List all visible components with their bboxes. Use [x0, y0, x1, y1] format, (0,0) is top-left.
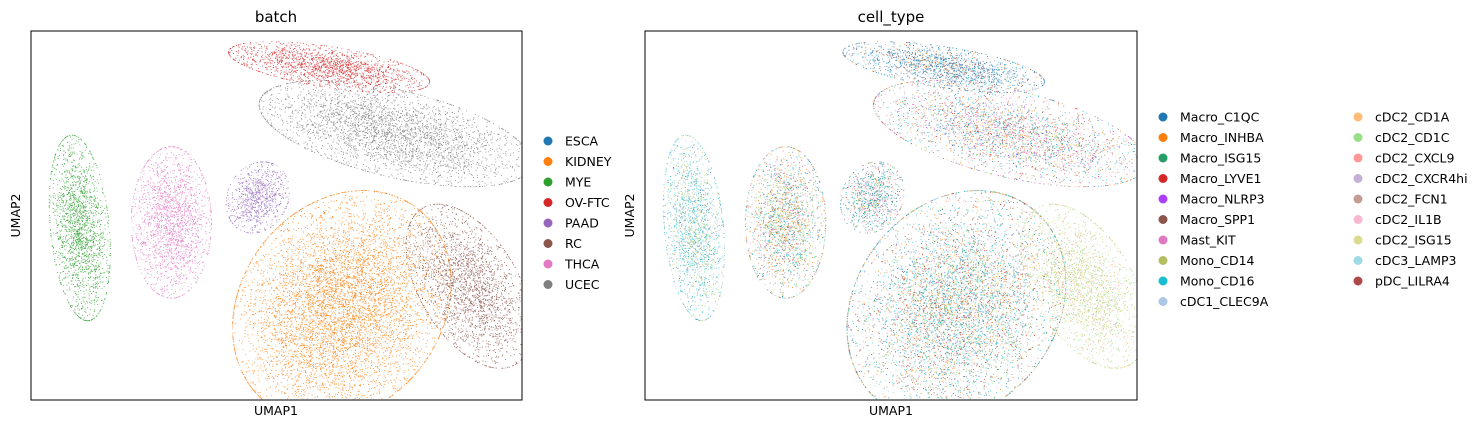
- legend-marker: [543, 218, 553, 228]
- legend-label: KIDNEY: [565, 154, 612, 169]
- legend-marker: [543, 198, 553, 207]
- scatter-series-points: [225, 161, 290, 234]
- y-axis-label: UMAP2: [622, 194, 637, 238]
- legend-label: cDC1_CLEC9A: [1180, 294, 1269, 309]
- legend-marker: [543, 157, 553, 166]
- legend-label: pDC_LILRA4: [1375, 274, 1450, 289]
- legend-label: Mast_KIT: [1180, 233, 1236, 248]
- legend-label: MYE: [565, 175, 591, 190]
- legend-label: Macro_INHBA: [1180, 130, 1264, 145]
- scatter-points-batch: [48, 41, 522, 400]
- scatter-series-points: [232, 190, 452, 400]
- legend-marker: [1353, 112, 1363, 122]
- legend-label: cDC2_CXCR4hi: [1375, 171, 1468, 186]
- scatter-series-points: [848, 80, 1133, 398]
- x-axis-label: UMAP1: [869, 403, 913, 418]
- legend-marker: [1158, 194, 1168, 204]
- legend-label: THCA: [564, 257, 600, 272]
- scatter-series-points: [662, 81, 1137, 399]
- legend-marker: [1353, 215, 1363, 224]
- y-axis-label: UMAP2: [8, 194, 23, 238]
- x-axis-label: UMAP1: [254, 403, 298, 418]
- legend-marker: [1158, 235, 1168, 245]
- legend-label: PAAD: [565, 216, 599, 231]
- scatter-series-points: [48, 134, 111, 322]
- legend-marker: [1353, 235, 1363, 245]
- legend-marker: [1353, 256, 1363, 265]
- scatter-series-points: [258, 80, 522, 188]
- scatter-series-points: [745, 146, 1067, 399]
- chart-title: batch: [255, 8, 297, 26]
- legend-marker: [1158, 256, 1168, 265]
- legend-batch: ESCA KIDNEY MYE OV-FTC PAAD RC THCA UCEC: [543, 134, 612, 292]
- plot-frame: [30, 30, 523, 401]
- legend-label: cDC2_ISG15: [1375, 233, 1452, 248]
- legend-marker: [543, 239, 553, 248]
- legend-label: cDC2_IL1B: [1375, 212, 1442, 227]
- legend-label: Mono_CD16: [1180, 274, 1255, 289]
- legend-label: RC: [565, 236, 582, 251]
- legend-label: UCEC: [565, 277, 600, 292]
- batch-panel: batch UMAP1 UMAP2 ESCA KIDNEY MYE OV-FTC PAA…: [8, 8, 612, 418]
- legend-marker: [543, 259, 553, 269]
- scatter-series-points: [745, 41, 1135, 398]
- legend-marker: [1353, 194, 1363, 204]
- legend-label: cDC2_FCN1: [1375, 192, 1448, 207]
- legend-marker: [1158, 112, 1168, 122]
- scatter-series-points: [1020, 203, 1137, 369]
- legend-label: Macro_SPP1: [1180, 212, 1255, 227]
- legend-label: ESCA: [565, 134, 599, 149]
- scatter-points-cell-type: [662, 41, 1137, 400]
- scatter-series-points: [873, 80, 1132, 184]
- scatter-series-points: [840, 80, 1136, 397]
- legend-marker: [543, 136, 553, 146]
- legend-marker: [543, 177, 553, 187]
- scatter-series-points: [228, 41, 431, 93]
- legend-label: OV-FTC: [565, 195, 610, 210]
- legend-label: Macro_LYVE1: [1180, 171, 1261, 186]
- legend-label: Macro_C1QC: [1180, 110, 1260, 125]
- legend-marker: [1158, 297, 1168, 306]
- legend-marker: [1353, 174, 1363, 183]
- scatter-series-points: [1020, 203, 1136, 366]
- legend-cell-type: Macro_C1QC Macro_INHBA Macro_ISG15 Macro_LY…: [1158, 110, 1468, 309]
- legend-label: cDC2_CD1A: [1375, 110, 1450, 125]
- cell-type-panel: cell_type UMAP1 UMAP2 Macro_C1QC Macro_IN…: [622, 8, 1468, 418]
- scatter-series-points: [130, 146, 212, 299]
- legend-marker: [543, 280, 553, 289]
- legend-marker: [1158, 215, 1168, 224]
- legend-label: Macro_NLRP3: [1180, 192, 1265, 207]
- legend-label: Macro_ISG15: [1180, 151, 1261, 166]
- scatter-series-points: [662, 41, 1136, 400]
- scatter-series-points: [746, 81, 1134, 298]
- legend-marker: [1353, 153, 1363, 163]
- legend-marker: [1158, 276, 1168, 286]
- legend-marker: [1353, 276, 1363, 286]
- plot-frame: [644, 30, 1138, 401]
- legend-label: cDC2_CXCL9: [1375, 151, 1455, 166]
- legend-marker: [1158, 174, 1168, 183]
- legend-marker: [1158, 133, 1168, 142]
- legend-label: Mono_CD14: [1180, 253, 1255, 268]
- legend-label: cDC3_LAMP3: [1375, 253, 1457, 268]
- scatter-series-points: [663, 80, 1133, 399]
- legend-marker: [1353, 133, 1363, 142]
- scatter-series-points: [405, 203, 522, 369]
- legend-marker: [1158, 153, 1168, 163]
- scatter-series-points: [662, 42, 1043, 321]
- chart-title: cell_type: [858, 8, 925, 27]
- legend-label: cDC2_CD1C: [1375, 130, 1450, 145]
